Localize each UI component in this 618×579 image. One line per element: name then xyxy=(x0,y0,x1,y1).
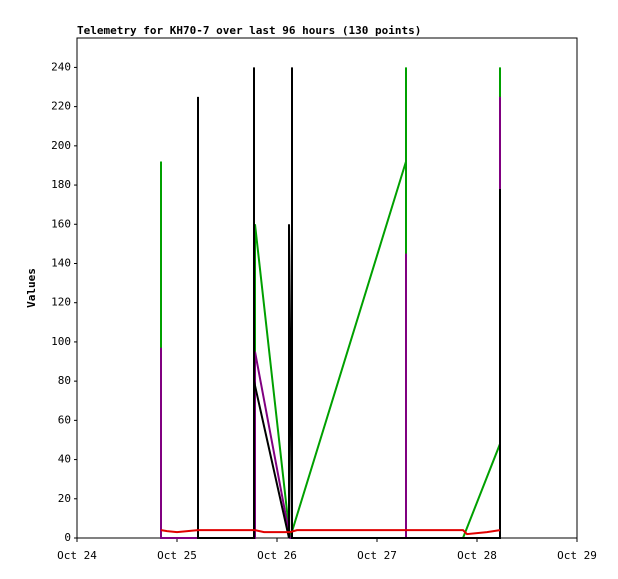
series-line xyxy=(160,529,501,536)
y-tick-label: 200 xyxy=(51,139,71,152)
x-tick-label: Oct 25 xyxy=(157,549,197,562)
y-tick-label: 160 xyxy=(51,217,71,230)
series-line xyxy=(197,67,501,539)
x-tick-label: Oct 24 xyxy=(57,549,97,562)
y-tick-label: 80 xyxy=(58,374,71,387)
y-tick-label: 40 xyxy=(58,453,71,466)
y-tick-label: 0 xyxy=(64,531,71,544)
x-tick-label: Oct 28 xyxy=(457,549,497,562)
x-tick-label: Oct 29 xyxy=(557,549,597,562)
y-axis-label: Values xyxy=(25,268,38,308)
x-tick-label: Oct 27 xyxy=(357,549,397,562)
y-tick-label: 100 xyxy=(51,335,71,348)
y-tick-label: 20 xyxy=(58,492,71,505)
chart-title: Telemetry for KH70-7 over last 96 hours … xyxy=(77,24,421,37)
y-tick-label: 220 xyxy=(51,100,71,113)
y-tick-label: 240 xyxy=(51,60,71,73)
y-tick-label: 180 xyxy=(51,178,71,191)
y-tick-label: 120 xyxy=(51,296,71,309)
x-tick-label: Oct 26 xyxy=(257,549,297,562)
y-tick-label: 140 xyxy=(51,256,71,269)
plot-area xyxy=(76,37,578,539)
y-tick-label: 60 xyxy=(58,413,71,426)
